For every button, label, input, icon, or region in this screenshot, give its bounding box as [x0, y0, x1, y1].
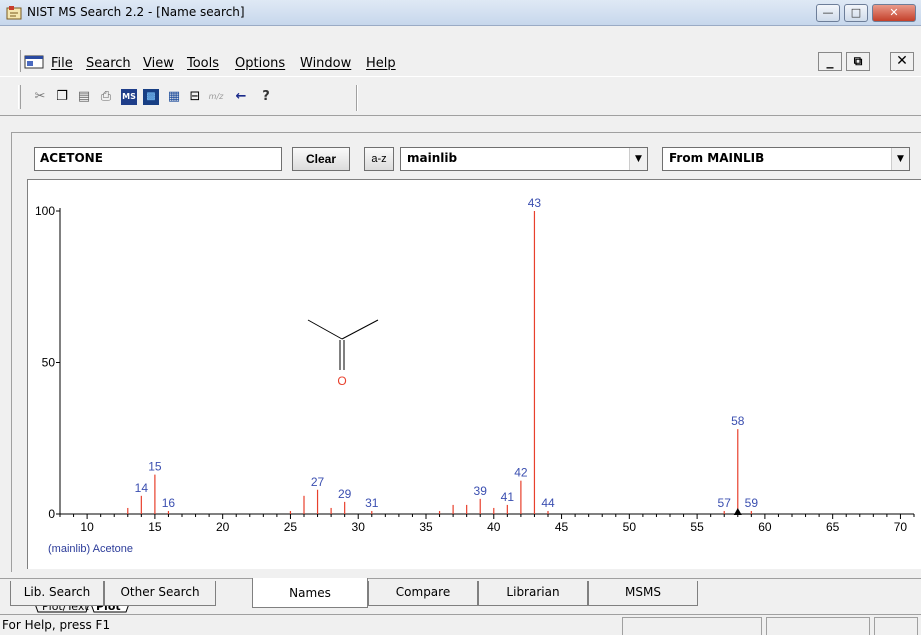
print-icon[interactable]: ⎙ — [100, 89, 112, 104]
chart-peaks: 14 15 16 27 29 31 39 41 42 43 44 57 58 59 — [127, 196, 759, 515]
child-restore-button[interactable]: ⧉ — [846, 52, 870, 71]
help-icon[interactable]: ? — [262, 89, 270, 104]
tab-compare[interactable]: Compare — [368, 581, 478, 606]
library-select-value: mainlib — [407, 151, 458, 165]
peak-label: 29 — [338, 487, 352, 501]
peak-label: 39 — [474, 484, 488, 498]
acetone-structure: O — [307, 319, 379, 388]
peak-label: 41 — [501, 490, 515, 504]
cut-icon[interactable]: ✂ — [34, 89, 46, 104]
window-title: NIST MS Search 2.2 - [Name search] — [27, 5, 245, 19]
menu-search[interactable]: Search — [86, 56, 131, 71]
peak-label: 42 — [514, 466, 528, 480]
peak-label: 44 — [541, 496, 555, 510]
x-tick-label: 15 — [148, 520, 162, 534]
clear-button[interactable]: Clear — [292, 147, 350, 171]
peak-label: 59 — [745, 496, 759, 510]
status-bar: For Help, press F1 — [0, 614, 921, 635]
menu-bar: File Search View Tools Options Window He… — [0, 46, 921, 74]
source-select-value: From MAINLIB — [669, 151, 765, 165]
tab-lib-search[interactable]: Lib. Search — [10, 581, 104, 606]
menu-options[interactable]: Options — [235, 56, 286, 71]
chevron-down-icon[interactable]: ▼ — [891, 148, 909, 170]
menubar-grip[interactable] — [18, 50, 21, 72]
maximize-button[interactable]: □ — [844, 4, 868, 22]
peak-label: 57 — [718, 496, 732, 510]
x-tick-label: 55 — [690, 520, 704, 534]
back-arrow-icon[interactable]: ← — [235, 89, 247, 104]
paste-icon[interactable]: ▤ — [77, 89, 91, 104]
peak-label: 27 — [311, 475, 325, 489]
tab-msms[interactable]: MSMS — [588, 581, 698, 606]
peak-label: 16 — [162, 496, 176, 510]
peak-label: 15 — [148, 460, 162, 474]
x-tick-label: 45 — [555, 520, 569, 534]
menu-view[interactable]: View — [143, 56, 174, 71]
x-tick-label: 65 — [826, 520, 840, 534]
name-search-window: ACETONE Clear a-z mainlib ▼ From MAINLIB… — [11, 132, 921, 613]
y-tick-label: 100 — [35, 204, 55, 218]
x-tick-label: 70 — [894, 520, 908, 534]
ms-library-icon[interactable]: MS — [121, 89, 137, 105]
status-pane — [766, 617, 870, 635]
name-search-input[interactable]: ACETONE — [34, 147, 282, 171]
toolbar-separator — [356, 85, 358, 111]
y-tick-label: 0 — [48, 507, 55, 521]
chart-axes: 10 15 20 25 30 35 40 45 50 55 60 65 70 0 50 100 — [35, 204, 915, 534]
main-tab-strip: Lib. Search Other Search Names Compare L… — [0, 578, 921, 608]
mz-icon[interactable]: m/z — [208, 92, 224, 101]
peak-label: 14 — [135, 481, 149, 495]
peak-label: 58 — [731, 414, 745, 428]
x-tick-label: 10 — [80, 520, 94, 534]
peak-label: 43 — [528, 196, 542, 210]
peak-label: 31 — [365, 496, 379, 510]
x-tick-label: 40 — [487, 520, 501, 534]
x-tick-label: 60 — [758, 520, 772, 534]
precursor-marker-icon — [733, 508, 742, 515]
library-select[interactable]: mainlib ▼ — [400, 147, 648, 171]
tab-librarian[interactable]: Librarian — [478, 581, 588, 606]
child-close-button[interactable]: ✕ — [890, 52, 914, 71]
menu-tools[interactable]: Tools — [187, 56, 220, 71]
copy-icon[interactable]: ❐ — [56, 89, 68, 104]
x-tick-label: 50 — [623, 520, 637, 534]
x-tick-label: 35 — [419, 520, 433, 534]
child-minimize-button[interactable]: _ — [818, 52, 842, 71]
x-tick-label: 20 — [216, 520, 230, 534]
toolbar-grip[interactable] — [18, 85, 21, 109]
child-window-icon[interactable] — [24, 55, 44, 69]
x-tick-label: 25 — [284, 520, 298, 534]
status-pane — [874, 617, 918, 635]
app-icon — [6, 6, 22, 20]
tab-names[interactable]: Names — [252, 578, 368, 608]
spectrum-plot-panel[interactable]: O 10 15 20 25 30 35 40 45 50 55 60 65 70 0 50 100 14 15 1… — [27, 179, 921, 613]
status-pane — [622, 617, 762, 635]
title-bar: NIST MS Search 2.2 - [Name search] — □ ✕ — [0, 0, 921, 26]
spectrum-view-icon[interactable]: ▩ — [143, 89, 159, 105]
close-button[interactable]: ✕ — [872, 4, 916, 22]
spectrum-caption: (mainlib) Acetone — [48, 543, 133, 555]
table-view-icon[interactable]: ⊟ — [189, 89, 201, 104]
minimize-button[interactable]: — — [816, 4, 840, 22]
az-sort-button[interactable]: a-z — [364, 147, 394, 171]
chevron-down-icon[interactable]: ▼ — [629, 148, 647, 170]
tab-other-search[interactable]: Other Search — [104, 581, 216, 606]
menu-window[interactable]: Window — [300, 56, 352, 71]
source-select[interactable]: From MAINLIB ▼ — [662, 147, 910, 171]
y-tick-label: 50 — [42, 356, 56, 370]
oxygen-atom-label: O — [337, 374, 346, 388]
menu-help[interactable]: Help — [366, 56, 396, 71]
status-text: For Help, press F1 — [2, 618, 111, 632]
toolbar: ✂ ❐ ▤ ⎙ MS ▩ ▦ ⊟ m/z ← ? — [0, 76, 921, 116]
window-layout-icon[interactable]: ▦ — [167, 89, 181, 104]
menu-file[interactable]: File — [51, 56, 73, 71]
x-tick-label: 30 — [352, 520, 366, 534]
